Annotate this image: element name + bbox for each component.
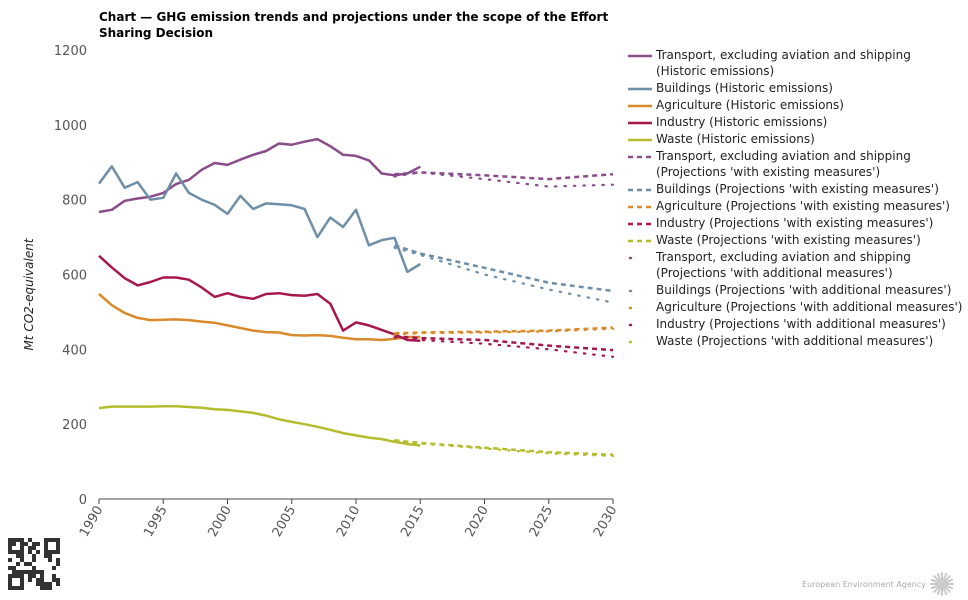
legend-swatch [628,306,633,310]
agency-logo: European Environment Agency [802,572,954,596]
chart-legend: Transport, excluding aviation and shippi… [624,47,964,350]
legend-item[interactable]: Industry (Projections 'with additional m… [624,316,964,332]
series-line-4 [98,404,421,447]
series-line-3 [98,254,421,342]
series-line-5 [394,171,614,181]
y-tick-label: 800 [62,194,87,209]
legend-label: Transport, excluding aviation and shippi… [656,48,911,78]
y-axis-label: Mt CO2-equivalent [22,237,36,350]
legend-swatch [628,289,633,293]
legend-label: Waste (Projections 'with additional meas… [656,334,934,348]
series-line-9 [394,439,614,457]
series-line-11 [393,246,615,304]
legend-item[interactable]: Transport, excluding aviation and shippi… [624,249,964,281]
chart-title: Chart — GHG emission trends and projecti… [99,10,609,40]
legend-swatch [628,138,652,142]
legend-swatch [628,87,652,91]
series-line-0 [98,137,421,214]
legend-item[interactable]: Industry (Projections 'with existing mea… [624,215,964,231]
legend-item[interactable]: Buildings (Projections 'with additional … [624,282,964,298]
legend-item[interactable]: Agriculture (Projections 'with existing … [624,198,964,214]
x-tick-label: 2000 [205,504,235,540]
y-tick-label: 200 [62,418,87,433]
series-line-2 [98,293,421,342]
series-line-13 [393,336,615,358]
legend-item[interactable]: Waste (Historic emissions) [624,131,964,147]
series-line-10 [393,171,615,188]
x-tick-label: 2025 [527,504,557,540]
legend-label: Agriculture (Historic emissions) [656,98,844,112]
legend-swatch [628,205,652,209]
legend-swatch [628,256,633,260]
series-line-6 [394,244,614,293]
y-tick-label: 600 [62,269,87,284]
legend-swatch [628,222,652,226]
x-tick-label: 2020 [462,504,492,540]
legend-label: Waste (Historic emissions) [656,132,815,146]
legend-item[interactable]: Agriculture (Historic emissions) [624,97,964,113]
legend-label: Waste (Projections 'with existing measur… [656,233,921,247]
legend-label: Agriculture (Projections 'with existing … [656,199,950,213]
legend-swatch [628,104,652,108]
x-tick-label: 2030 [591,504,621,540]
x-tick-label: 2005 [270,504,300,540]
x-tick-label: 1990 [77,504,107,540]
eea-sun-icon [930,572,954,596]
x-tick-label: 2015 [398,504,428,540]
y-tick-label: 1200 [54,44,87,59]
legend-swatch [628,54,652,58]
legend-label: Buildings (Projections 'with existing me… [656,182,939,196]
legend-item[interactable]: Buildings (Historic emissions) [624,80,964,96]
agency-name: European Environment Agency [802,579,926,589]
legend-item[interactable]: Waste (Projections 'with additional meas… [624,333,964,349]
legend-item[interactable]: Transport, excluding aviation and shippi… [624,47,964,79]
legend-label: Agriculture (Projections 'with additiona… [656,300,963,314]
legend-swatch [628,155,652,159]
legend-item[interactable]: Buildings (Projections 'with existing me… [624,181,964,197]
series-line-7 [394,326,614,335]
legend-item[interactable]: Transport, excluding aviation and shippi… [624,148,964,180]
series-line-1 [97,165,421,274]
legend-label: Industry (Projections 'with additional m… [656,317,946,331]
legend-label: Industry (Historic emissions) [656,115,828,129]
legend-item[interactable]: Agriculture (Projections 'with additiona… [624,299,964,315]
legend-swatch [628,323,633,327]
legend-item[interactable]: Industry (Historic emissions) [624,114,964,130]
legend-swatch [628,188,652,192]
legend-label: Transport, excluding aviation and shippi… [656,250,911,280]
y-tick-label: 0 [79,493,87,508]
legend-label: Buildings (Projections 'with additional … [656,283,952,297]
qr-code-icon [8,538,60,590]
legend-swatch [628,121,652,125]
legend-label: Transport, excluding aviation and shippi… [656,149,911,179]
legend-label: Industry (Projections 'with existing mea… [656,216,934,230]
legend-label: Buildings (Historic emissions) [656,81,833,95]
legend-item[interactable]: Waste (Projections 'with existing measur… [624,232,964,248]
x-tick-label: 1995 [141,504,171,540]
y-tick-label: 1000 [54,119,87,134]
legend-swatch [628,239,652,243]
series-line-8 [394,334,614,352]
x-tick-label: 2010 [334,504,364,540]
legend-swatch [628,340,633,344]
y-tick-label: 400 [62,343,87,358]
